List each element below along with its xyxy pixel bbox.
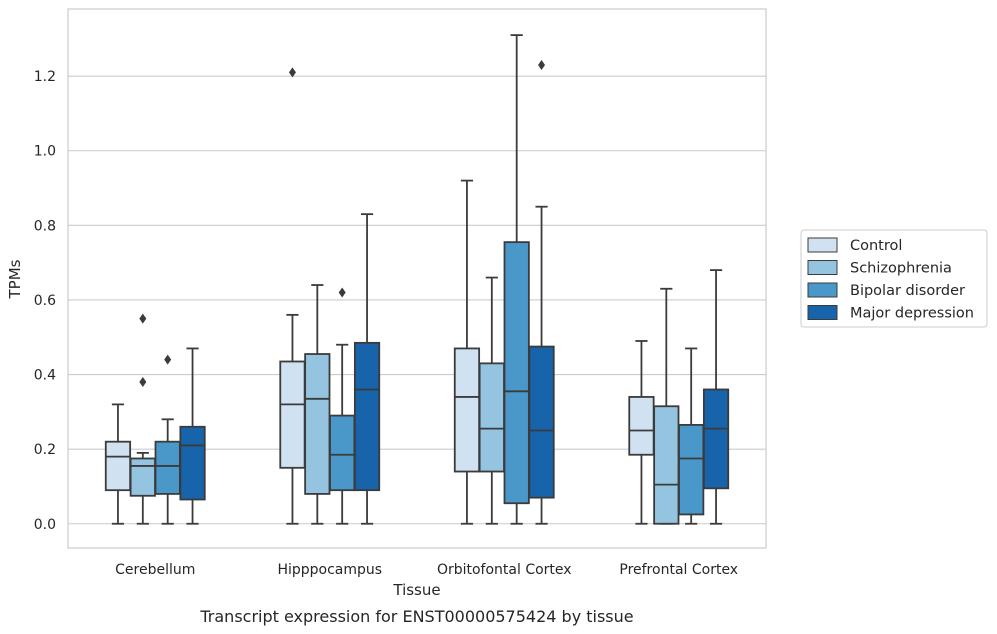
plot-frame: [67, 8, 767, 549]
legend-label: Bipolar disorder: [850, 283, 965, 299]
box-groups: [104, 34, 730, 525]
y-tick-labels: 0.0 0.2 0.4 0.6 0.8 1.0 1.2: [34, 69, 56, 533]
x-tick-label: Prefrontal Cortex: [619, 562, 738, 578]
legend-swatch: [807, 237, 838, 253]
box: [304, 353, 331, 495]
outlier-point: [164, 354, 172, 365]
y-tick-label: 1.2: [34, 69, 56, 85]
legend-label: Major depression: [850, 306, 974, 322]
y-tick-label: 0.0: [34, 517, 56, 533]
series-control: [104, 67, 655, 525]
x-tick-label: Orbitofontal Cortex: [437, 562, 572, 578]
legend-label: Control: [850, 238, 902, 254]
box: [503, 241, 530, 505]
box: [279, 360, 306, 469]
box: [628, 396, 655, 456]
y-tick-label: 0.2: [34, 442, 56, 458]
legend: Control Schizophrenia Bipolar disorder Majo…: [800, 229, 988, 328]
y-tick-label: 1.0: [34, 144, 56, 160]
box: [129, 457, 156, 497]
box: [702, 388, 730, 490]
box: [653, 405, 680, 525]
box: [179, 425, 206, 501]
x-tick-labels: Cerebellum Hipppocampus Orbitofontal Corte…: [115, 562, 738, 578]
y-tick-label: 0.4: [34, 368, 56, 384]
chart-caption: Transcript expression for ENST0000057542…: [199, 607, 633, 626]
x-axis-label: Tissue: [392, 581, 440, 599]
legend-label: Schizophrenia: [850, 261, 952, 277]
box: [478, 362, 505, 473]
series-major-depression: [179, 59, 730, 525]
outlier-point: [139, 377, 147, 388]
box: [453, 347, 481, 473]
series-bipolar-disorder: [154, 34, 705, 525]
outlier-point: [139, 313, 147, 324]
y-tick-label: 0.8: [34, 218, 56, 234]
y-axis-label: TPMs: [6, 259, 24, 299]
legend-swatch: [807, 260, 838, 275]
y-tick-label: 0.6: [34, 293, 56, 309]
legend-items: Control Schizophrenia Bipolar disorder Majo…: [807, 237, 974, 322]
x-tick-label: Hipppocampus: [277, 562, 382, 578]
box: [329, 414, 356, 492]
legend-swatch: [807, 282, 838, 298]
box: [353, 341, 381, 492]
outlier-point: [288, 67, 296, 78]
legend-frame: [800, 229, 988, 328]
legend-swatch: [807, 305, 838, 320]
box: [104, 440, 132, 492]
box: [154, 440, 181, 495]
box: [678, 424, 705, 516]
outlier-point: [538, 59, 546, 70]
box: [528, 345, 555, 499]
x-tick-label: Cerebellum: [115, 562, 195, 578]
series-schizophrenia: [129, 276, 680, 525]
outlier-point: [338, 287, 346, 298]
